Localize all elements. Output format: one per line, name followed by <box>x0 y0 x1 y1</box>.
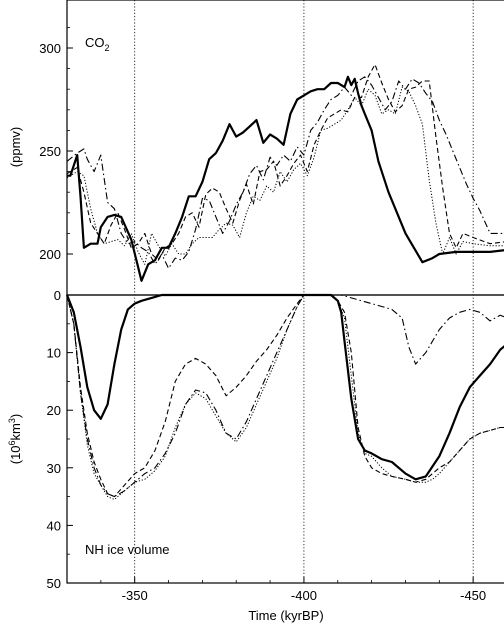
ice-series-dashed <box>66 294 504 498</box>
co2-panel-frame <box>66 0 504 296</box>
reference-lines <box>134 0 474 583</box>
ice-ytick-label-40: 40 <box>47 518 61 533</box>
xtick-label-400: -400 <box>291 588 317 603</box>
ice-ytick-label-20: 20 <box>47 403 61 418</box>
co2-ytick-label-300: 300 <box>39 41 61 56</box>
ice-ytick-label-50: 50 <box>47 576 61 591</box>
xtick-label-350: -350 <box>122 588 148 603</box>
co2-ytick-label-200: 200 <box>39 247 61 262</box>
co2-y-axis-label: (ppmv) <box>8 127 23 167</box>
ice-series-group <box>65 293 504 500</box>
ice-panel-frame <box>66 294 504 584</box>
ice-y-axis-label: (106km3) <box>7 414 23 465</box>
co2-series-dashed <box>66 63 504 261</box>
x-axis-label: Time (kyrBP) <box>248 608 323 623</box>
co2-series-dotted <box>66 86 504 265</box>
co2-series-solid-thick <box>67 75 504 282</box>
xtick-label-450: -450 <box>460 588 486 603</box>
co2-panel-label: CO2 <box>85 35 110 53</box>
ice-ytick-label-0: 0 <box>54 288 61 303</box>
ice-ytick-label-10: 10 <box>47 346 61 361</box>
co2-series-dash-dot <box>66 76 504 269</box>
co2-series-group <box>66 63 504 282</box>
ice-series-dash-dot <box>66 294 504 498</box>
ice-axis-ticks: 0 10 20 30 40 50 <box>47 288 73 591</box>
ice-ytick-label-30: 30 <box>47 461 61 476</box>
ice-panel-label: NH ice volume <box>85 542 170 557</box>
ice-series-solid-thick <box>65 293 504 481</box>
co2-ytick-label-250: 250 <box>39 144 61 159</box>
co2-axis-ticks: 200 250 300 <box>39 26 73 262</box>
x-axis-ticks: -350 -400 -450 <box>100 577 486 603</box>
ice-series-dotted <box>66 294 504 500</box>
